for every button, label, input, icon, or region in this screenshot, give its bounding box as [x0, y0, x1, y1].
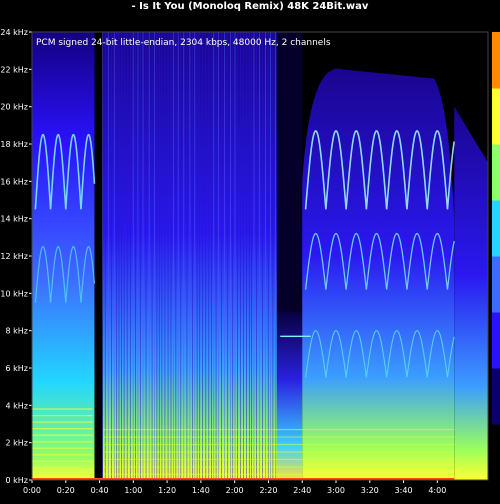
section-sweep-lower	[305, 330, 455, 378]
y-tick-label: 6 kHz	[6, 364, 28, 373]
y-tick-label: 22 kHz	[0, 65, 28, 74]
x-tick-label: 3:40	[395, 486, 413, 495]
section-sweep-upper	[304, 130, 456, 210]
x-tick-label: 0:40	[91, 486, 109, 495]
intro-sweep-lower	[34, 245, 96, 303]
colorbar-segment	[492, 368, 500, 425]
intro-sweep-upper	[34, 133, 96, 210]
x-tick-label: 2:40	[293, 486, 311, 495]
colorbar-segment	[492, 88, 500, 145]
section-3	[276, 312, 303, 480]
x-tick-label: 2:00	[226, 486, 244, 495]
colorbar-segment	[492, 144, 500, 201]
y-tick-label: 12 kHz	[0, 252, 28, 261]
x-tick-label: 0:20	[57, 486, 75, 495]
x-tick-label: 4:00	[428, 486, 446, 495]
chart-title: - Is It You (Monoloq Remix) 48K 24Bit.wa…	[131, 1, 369, 12]
y-tick-label: 10 kHz	[0, 289, 28, 298]
section-1	[94, 32, 103, 480]
x-tick-label: 1:40	[192, 486, 210, 495]
y-tick-label: 18 kHz	[0, 140, 28, 149]
y-tick-label: 16 kHz	[0, 177, 28, 186]
section-5	[454, 106, 488, 481]
colorbar-segment	[492, 256, 500, 313]
x-tick-label: 3:00	[327, 486, 345, 495]
colorbar-segment	[492, 32, 500, 89]
x-tick-label: 2:20	[259, 486, 277, 495]
y-tick-label: 14 kHz	[0, 215, 28, 224]
x-tick-label: 1:20	[158, 486, 176, 495]
plot-frame	[31, 31, 489, 481]
colorbar-segment	[492, 312, 500, 369]
y-tick-label: 4 kHz	[6, 401, 28, 410]
x-tick-label: 0:00	[23, 486, 41, 495]
colorbar-segment	[492, 200, 500, 257]
x-tick-label: 1:00	[124, 486, 142, 495]
y-tick-label: 8 kHz	[6, 327, 28, 336]
y-tick-label: 2 kHz	[6, 439, 28, 448]
colorbar-segment	[492, 424, 500, 481]
section-3-top	[276, 32, 303, 312]
x-tick-label: 3:20	[361, 486, 379, 495]
y-tick-label: 20 kHz	[0, 103, 28, 112]
section-4	[302, 68, 455, 481]
section-0	[32, 32, 95, 480]
section-sweep-middle	[304, 232, 455, 290]
y-tick-label: 24 kHz	[0, 28, 28, 37]
y-tick-label: 0 kHz	[6, 476, 28, 485]
chart-subtitle: PCM signed 24-bit little-endian, 2304 kb…	[36, 38, 331, 48]
